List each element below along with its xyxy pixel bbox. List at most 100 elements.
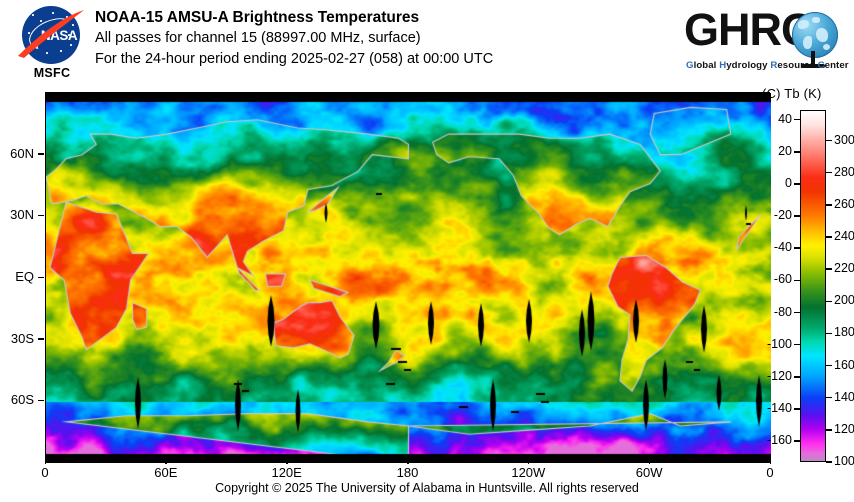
colorbar-tick-celsius — [794, 376, 800, 378]
colorbar-tick-kelvin — [826, 461, 832, 463]
nasa-star — [32, 14, 34, 16]
colorbar-label-kelvin-280: 280 — [834, 164, 854, 179]
nasa-star — [46, 52, 48, 54]
lon-tick — [407, 459, 409, 464]
nasa-disc-icon: NASA — [22, 6, 80, 64]
colorbar-tick-kelvin — [826, 429, 832, 431]
colorbar-label-celsius--120: -120 — [766, 368, 792, 383]
lon-tick-label-180: 180 — [396, 465, 419, 480]
colorbar-label-kelvin-260: 260 — [834, 196, 854, 211]
colorbar-label-kelvin-140: 140 — [834, 389, 854, 404]
colorbar-tick-kelvin — [826, 364, 832, 367]
ghrc-acronym: GHRC — [684, 4, 813, 55]
colorbar-label-celsius--40: -40 — [773, 240, 792, 255]
ghrc-globe-stand — [811, 51, 815, 67]
colorbar-label-celsius--20: -20 — [773, 208, 792, 223]
nasa-center-label: MSFC — [33, 66, 71, 80]
colorbar-label-celsius-0: 0 — [785, 175, 792, 190]
colorbar-header: (C) Tb (K) — [762, 86, 822, 101]
nasa-star — [66, 16, 68, 18]
lat-tick — [38, 338, 44, 340]
lat-tick — [38, 399, 44, 402]
nasa-star — [70, 44, 72, 46]
colorbar-label-kelvin-240: 240 — [834, 228, 854, 243]
ghrc-tagline-part: C — [817, 60, 825, 71]
nasa-star — [68, 34, 70, 36]
nasa-logo: NASA MSFC — [14, 4, 86, 82]
colorbar-label-celsius--140: -140 — [766, 400, 792, 415]
ghrc-globe-base — [801, 64, 825, 68]
page-subtitle-1: All passes for channel 15 (88997.00 MHz,… — [95, 30, 421, 46]
brightness-temperature-map[interactable] — [46, 93, 771, 463]
colorbar-label-kelvin-220: 220 — [834, 261, 854, 276]
colorbar-tick-kelvin — [826, 300, 832, 303]
colorbar-tick-kelvin — [826, 204, 832, 206]
ghrc-tagline-part: lobal — [693, 60, 720, 71]
colorbar-tick-kelvin — [826, 396, 832, 399]
ghrc-tagline: Global Hydrology Resource Center — [686, 60, 849, 71]
colorbar-label-celsius--60: -60 — [773, 272, 792, 287]
header: NASA MSFC NOAA-15 AMSU-A Brightness Temp… — [0, 0, 854, 88]
colorbar-tick-celsius — [794, 343, 800, 346]
colorbar-label-celsius-40: 40 — [778, 111, 792, 126]
lat-tick-label-30s: 30S — [10, 330, 34, 346]
ghrc-tagline-part: esource — [777, 60, 818, 71]
colorbar-label-kelvin-120: 120 — [834, 421, 854, 436]
colorbar[interactable]: 40 20 0 -20 -40 -60 -80 -100 -120 -140 -160 300 280 2… — [767, 110, 854, 468]
colorbar-tick-celsius — [794, 118, 800, 121]
lon-tick-label-60e: 60E — [154, 465, 178, 480]
colorbar-label-celsius--80: -80 — [773, 304, 792, 319]
colorbar-label-kelvin-300: 300 — [834, 132, 854, 147]
lon-tick-label-120e: 120E — [271, 465, 302, 480]
lon-tick-label-60w: 60W — [635, 465, 663, 480]
nasa-swoosh-icon — [18, 10, 84, 58]
colorbar-tick-celsius — [794, 247, 800, 249]
colorbar-tick-celsius — [794, 151, 800, 153]
colorbar-tick-kelvin — [826, 332, 832, 335]
lon-tick-label-0: 0 — [766, 465, 774, 480]
colorbar-tick-kelvin — [826, 236, 832, 238]
lat-tick-label-30n: 30N — [10, 207, 34, 223]
colorbar-tick-kelvin — [826, 139, 832, 142]
nasa-star — [52, 12, 54, 14]
lon-tick-label-120w: 120W — [511, 465, 546, 480]
colorbar-tick-celsius — [794, 215, 800, 217]
colorbar-label-kelvin-160: 160 — [834, 357, 854, 372]
longitude-axis: 0 60E 120E 180 120W 60W 0 — [41, 459, 774, 485]
lon-tick — [648, 459, 651, 464]
ghrc-tagline-part: enter — [824, 60, 849, 71]
nasa-star — [72, 24, 74, 26]
lat-tick-label-eq: EQ — [15, 269, 34, 284]
colorbar-tick-celsius — [794, 279, 800, 282]
ghrc-logo: GHRC Global Hydrology Resource Center — [684, 4, 849, 80]
lat-tick-label-60s: 60S — [10, 392, 34, 408]
lon-tick — [165, 459, 167, 464]
lon-tick — [527, 459, 530, 464]
ghrc-tagline-part: ydrology — [726, 60, 771, 71]
ghrc-globe-icon — [792, 12, 838, 58]
colorbar-tick-kelvin — [826, 268, 832, 270]
nasa-star — [28, 32, 30, 34]
copyright-notice: Copyright © 2025 The University of Alaba… — [215, 481, 639, 495]
title-block: NOAA-15 AMSU-A Brightness Temperatures A… — [95, 8, 493, 70]
latitude-axis: 60N 30N EQ 30S 60S — [0, 92, 44, 462]
lat-tick-label-60n: 60N — [10, 145, 34, 161]
lon-tick — [286, 459, 288, 464]
colorbar-label-kelvin-200: 200 — [834, 293, 854, 308]
colorbar-label-kelvin-100: 100 — [834, 454, 854, 468]
lon-tick — [44, 459, 46, 464]
page-title: NOAA-15 AMSU-A Brightness Temperatures — [95, 9, 420, 26]
lon-tick — [769, 459, 771, 464]
map-frame[interactable] — [45, 92, 771, 463]
colorbar-tick-celsius — [794, 183, 800, 185]
lat-tick — [38, 153, 44, 155]
colorbar-gradient — [800, 110, 826, 462]
colorbar-tick-celsius — [794, 440, 800, 442]
colorbar-label-kelvin-180: 180 — [834, 325, 854, 340]
lat-tick — [38, 276, 44, 278]
lon-tick-label-0: 0 — [41, 465, 49, 480]
colorbar-label-celsius-20: 20 — [778, 143, 792, 158]
ghrc-tagline-part: G — [686, 60, 694, 71]
colorbar-label-celsius--100: -100 — [766, 336, 792, 351]
nasa-star — [40, 20, 42, 22]
